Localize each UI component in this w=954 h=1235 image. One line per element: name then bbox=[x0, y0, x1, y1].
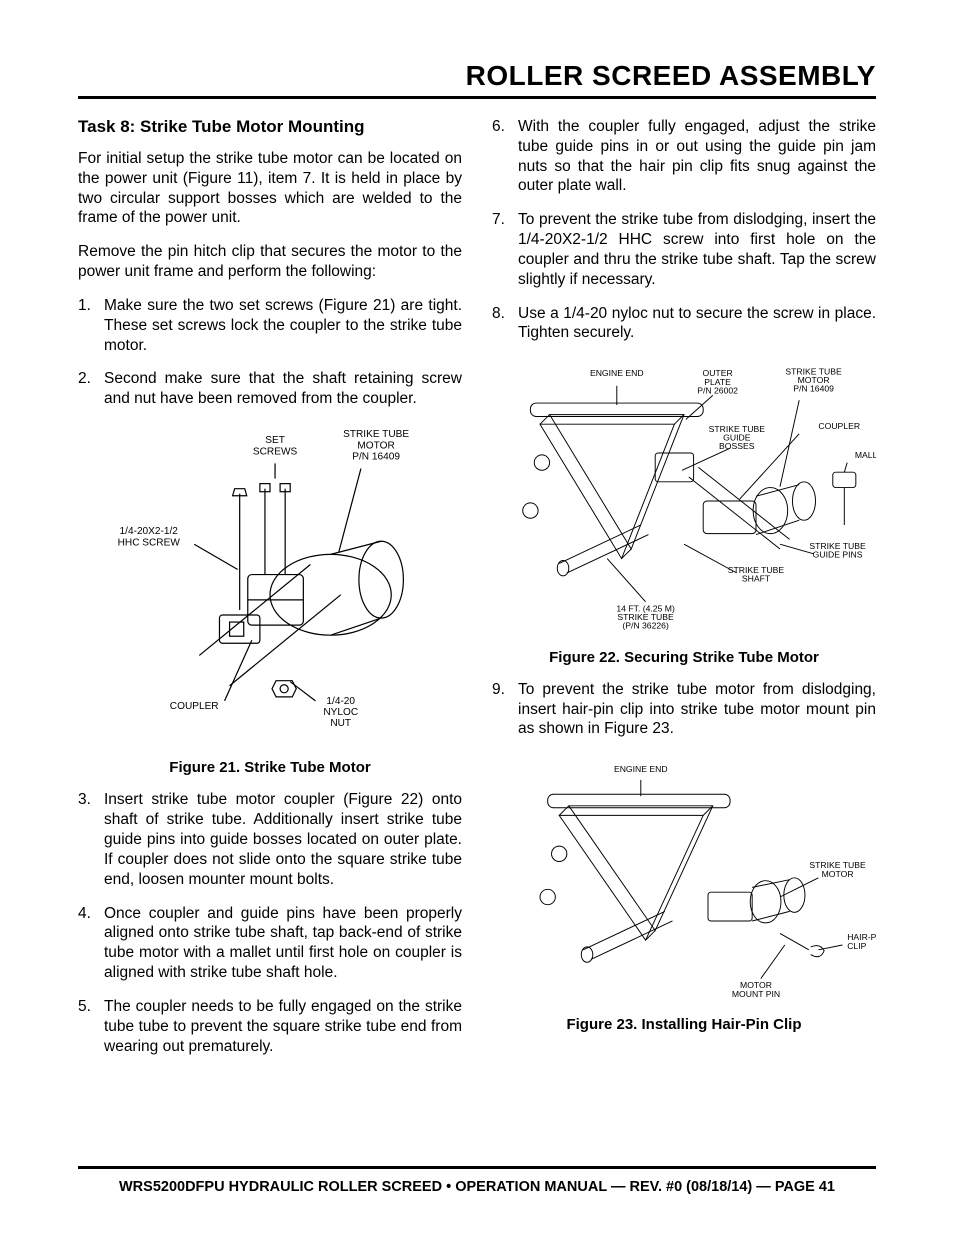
footer-rule bbox=[78, 1166, 876, 1169]
right-column: With the coupler fully engaged, adjust t… bbox=[492, 117, 876, 1070]
step-4: Once coupler and guide pins have been pr… bbox=[78, 904, 462, 983]
svg-text:STRIKE TUBEMOTOR: STRIKE TUBEMOTOR bbox=[809, 860, 866, 879]
svg-text:COUPLER: COUPLER bbox=[818, 421, 860, 431]
figure-23: ENGINE END STRIKE TUBEMOTOR HAIR-PINCLIP… bbox=[492, 753, 876, 1008]
figure-23-caption: Figure 23. Installing Hair-Pin Clip bbox=[492, 1016, 876, 1033]
step-6: With the coupler fully engaged, adjust t… bbox=[492, 117, 876, 196]
svg-text:STRIKE TUBEGUIDEBOSSES: STRIKE TUBEGUIDEBOSSES bbox=[709, 424, 766, 451]
figure-21: SETSCREWS STRIKE TUBEMOTORP/N 16409 1/4-… bbox=[78, 423, 462, 751]
left-column: Task 8: Strike Tube Motor Mounting For i… bbox=[78, 117, 462, 1070]
figure-21-svg: SETSCREWS STRIKE TUBEMOTORP/N 16409 1/4-… bbox=[78, 423, 462, 746]
svg-text:MALLET: MALLET bbox=[855, 450, 876, 460]
figure-23-svg: ENGINE END STRIKE TUBEMOTOR HAIR-PINCLIP… bbox=[492, 753, 876, 1003]
figure-21-caption: Figure 21. Strike Tube Motor bbox=[78, 759, 462, 776]
svg-text:1/4-20NYLOCNUT: 1/4-20NYLOCNUT bbox=[323, 696, 358, 729]
svg-text:14 FT. (4.25 M)STRIKE TUBE(P/N: 14 FT. (4.25 M)STRIKE TUBE(P/N 36226) bbox=[616, 604, 675, 631]
svg-text:ENGINE END: ENGINE END bbox=[590, 368, 644, 378]
figure-22-svg: ENGINE END OUTERPLATEP/N 26002 STRIKE TU… bbox=[492, 357, 876, 635]
task-heading: Task 8: Strike Tube Motor Mounting bbox=[78, 117, 462, 137]
intro-paragraph-2: Remove the pin hitch clip that secures t… bbox=[78, 242, 462, 282]
svg-text:STRIKE TUBEGUIDE PINS: STRIKE TUBEGUIDE PINS bbox=[809, 541, 866, 560]
footer-text: WRS5200DFPU HYDRAULIC ROLLER SCREED • OP… bbox=[78, 1179, 876, 1195]
step-9: To prevent the strike tube motor from di… bbox=[492, 680, 876, 739]
steps-list-right: With the coupler fully engaged, adjust t… bbox=[492, 117, 876, 343]
step-1: Make sure the two set screws (Figure 21)… bbox=[78, 296, 462, 355]
figure-22: ENGINE END OUTERPLATEP/N 26002 STRIKE TU… bbox=[492, 357, 876, 640]
svg-text:COUPLER: COUPLER bbox=[170, 701, 219, 712]
svg-text:MOTORMOUNT PIN: MOTORMOUNT PIN bbox=[732, 980, 780, 999]
content-columns: Task 8: Strike Tube Motor Mounting For i… bbox=[78, 117, 876, 1070]
intro-paragraph-1: For initial setup the strike tube motor … bbox=[78, 149, 462, 228]
step-2: Second make sure that the shaft retainin… bbox=[78, 369, 462, 409]
steps-list-left-2: Insert strike tube motor coupler (Figure… bbox=[78, 790, 462, 1056]
svg-text:STRIKE TUBEMOTORP/N 16409: STRIKE TUBEMOTORP/N 16409 bbox=[785, 367, 842, 394]
steps-list-right-2: To prevent the strike tube motor from di… bbox=[492, 680, 876, 739]
svg-text:1/4-20X2-1/2HHC SCREW: 1/4-20X2-1/2HHC SCREW bbox=[118, 526, 181, 548]
step-8: Use a 1/4-20 nyloc nut to secure the scr… bbox=[492, 304, 876, 344]
svg-text:STRIKE TUBESHAFT: STRIKE TUBESHAFT bbox=[728, 565, 785, 584]
page-header-title: ROLLER SCREED ASSEMBLY bbox=[78, 60, 876, 92]
step-3: Insert strike tube motor coupler (Figure… bbox=[78, 790, 462, 889]
steps-list-left: Make sure the two set screws (Figure 21)… bbox=[78, 296, 462, 409]
step-7: To prevent the strike tube from dislodgi… bbox=[492, 210, 876, 289]
svg-text:HAIR-PINCLIP: HAIR-PINCLIP bbox=[847, 932, 876, 951]
step-5: The coupler needs to be fully engaged on… bbox=[78, 997, 462, 1056]
figure-22-caption: Figure 22. Securing Strike Tube Motor bbox=[492, 649, 876, 666]
header-rule bbox=[78, 96, 876, 99]
svg-text:ENGINE END: ENGINE END bbox=[614, 764, 668, 774]
svg-text:STRIKE TUBEMOTORP/N 16409: STRIKE TUBEMOTORP/N 16409 bbox=[343, 429, 409, 462]
svg-text:SETSCREWS: SETSCREWS bbox=[253, 435, 298, 457]
svg-text:OUTERPLATEP/N 26002: OUTERPLATEP/N 26002 bbox=[697, 368, 738, 395]
